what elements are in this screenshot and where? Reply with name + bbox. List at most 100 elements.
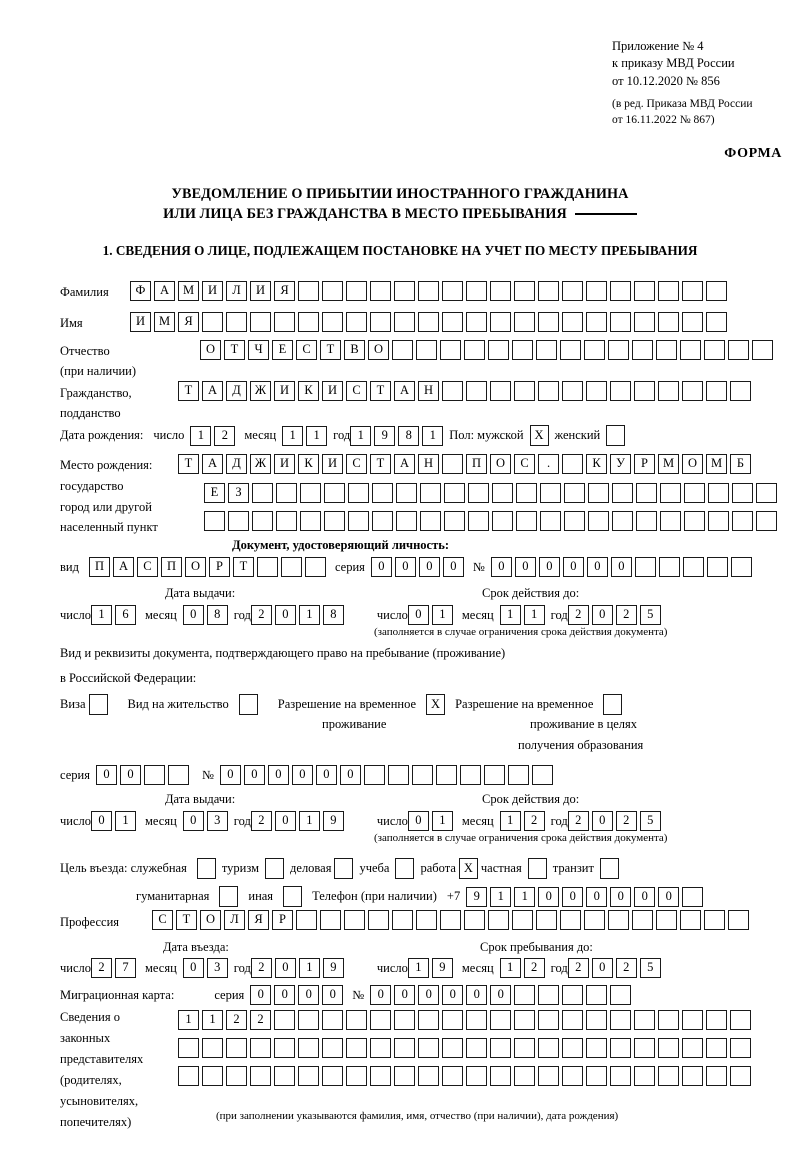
char-cell[interactable]	[250, 1066, 271, 1086]
char-cell[interactable]	[610, 281, 631, 301]
visa-checkbox[interactable]	[88, 694, 108, 715]
char-cell[interactable]	[531, 765, 553, 785]
char-cell[interactable]	[634, 312, 655, 332]
char-cell[interactable]: 1	[282, 425, 304, 446]
sex-female-checkbox[interactable]	[606, 425, 626, 446]
char-cell[interactable]	[348, 483, 369, 503]
char-cell[interactable]: С	[514, 454, 535, 474]
char-cell[interactable]	[732, 511, 753, 531]
char-cell[interactable]	[610, 985, 632, 1005]
char-cell[interactable]: 0	[591, 811, 613, 831]
char-cell[interactable]	[730, 557, 752, 577]
char-cell[interactable]: С	[136, 557, 158, 577]
char-cell[interactable]: 2	[615, 811, 637, 831]
char-cell[interactable]	[464, 340, 485, 360]
char-cell[interactable]: Ч	[248, 340, 269, 360]
char-cell[interactable]	[586, 312, 607, 332]
char-cell[interactable]	[636, 511, 657, 531]
char-cell[interactable]	[588, 511, 609, 531]
char-cell[interactable]: 0	[586, 886, 608, 907]
char-cell[interactable]	[658, 1010, 679, 1030]
char-cell[interactable]: К	[586, 454, 607, 474]
char-cell[interactable]: Л	[224, 910, 245, 930]
char-cell[interactable]: 9	[431, 958, 453, 978]
char-cell[interactable]: П	[88, 557, 110, 577]
char-cell[interactable]: 0	[274, 605, 296, 625]
char-cell[interactable]	[514, 381, 535, 401]
char-cell[interactable]: 1	[190, 425, 212, 446]
char-cell[interactable]: 0	[267, 765, 289, 785]
char-cell[interactable]	[442, 381, 463, 401]
char-cell[interactable]	[300, 511, 321, 531]
char-cell[interactable]	[178, 1038, 199, 1058]
birthplace-row-3[interactable]	[204, 511, 780, 531]
char-cell[interactable]: К	[298, 454, 319, 474]
char-cell[interactable]: И	[274, 381, 295, 401]
char-cell[interactable]	[586, 985, 608, 1005]
char-cell[interactable]	[706, 1066, 727, 1086]
char-cell[interactable]: 0	[658, 886, 680, 907]
char-cell[interactable]	[586, 1010, 607, 1030]
char-cell[interactable]: 1	[298, 958, 320, 978]
char-cell[interactable]	[562, 454, 583, 474]
char-cell[interactable]: 0	[182, 958, 204, 978]
char-cell[interactable]	[468, 483, 489, 503]
char-cell[interactable]	[660, 511, 681, 531]
char-cell[interactable]	[344, 910, 365, 930]
char-cell[interactable]: 0	[418, 985, 440, 1005]
char-cell[interactable]: 0	[610, 557, 632, 577]
purpose-other-checkbox[interactable]	[283, 886, 303, 907]
char-cell[interactable]: С	[346, 381, 367, 401]
char-cell[interactable]	[756, 511, 777, 531]
char-cell[interactable]	[298, 312, 319, 332]
char-cell[interactable]: 0	[610, 886, 632, 907]
char-cell[interactable]	[634, 557, 656, 577]
char-cell[interactable]: 2	[226, 1010, 247, 1030]
char-cell[interactable]: Д	[226, 381, 247, 401]
char-cell[interactable]	[396, 511, 417, 531]
char-cell[interactable]: 0	[274, 811, 296, 831]
char-cell[interactable]: А	[202, 454, 223, 474]
purpose-business-checkbox[interactable]	[334, 858, 354, 879]
char-cell[interactable]	[324, 483, 345, 503]
char-cell[interactable]: И	[250, 281, 271, 301]
char-cell[interactable]: 0	[591, 605, 613, 625]
char-cell[interactable]	[610, 312, 631, 332]
char-cell[interactable]	[658, 312, 679, 332]
char-cell[interactable]	[346, 1038, 367, 1058]
char-cell[interactable]: А	[202, 381, 223, 401]
char-cell[interactable]	[418, 312, 439, 332]
char-cell[interactable]: 6	[115, 605, 137, 625]
char-cell[interactable]: 8	[322, 605, 344, 625]
char-cell[interactable]	[320, 910, 341, 930]
char-cell[interactable]	[346, 1010, 367, 1030]
char-cell[interactable]: 0	[91, 811, 113, 831]
char-cell[interactable]	[756, 483, 777, 503]
char-cell[interactable]: 0	[250, 985, 272, 1005]
char-cell[interactable]	[394, 312, 415, 332]
char-cell[interactable]: Ж	[250, 381, 271, 401]
char-cell[interactable]: О	[200, 340, 221, 360]
char-cell[interactable]	[564, 511, 585, 531]
char-cell[interactable]	[658, 557, 680, 577]
char-cell[interactable]	[586, 281, 607, 301]
char-cell[interactable]	[202, 1066, 223, 1086]
char-cell[interactable]: 9	[322, 811, 344, 831]
char-cell[interactable]	[730, 1038, 751, 1058]
purpose-study-checkbox[interactable]	[395, 858, 415, 879]
char-cell[interactable]: И	[322, 454, 343, 474]
char-cell[interactable]	[706, 281, 727, 301]
char-cell[interactable]	[274, 1066, 295, 1086]
char-cell[interactable]	[322, 1010, 343, 1030]
char-cell[interactable]	[586, 1038, 607, 1058]
char-cell[interactable]: 1	[350, 425, 372, 446]
char-cell[interactable]: 8	[398, 425, 420, 446]
char-cell[interactable]	[514, 985, 536, 1005]
char-cell[interactable]: Л	[226, 281, 247, 301]
